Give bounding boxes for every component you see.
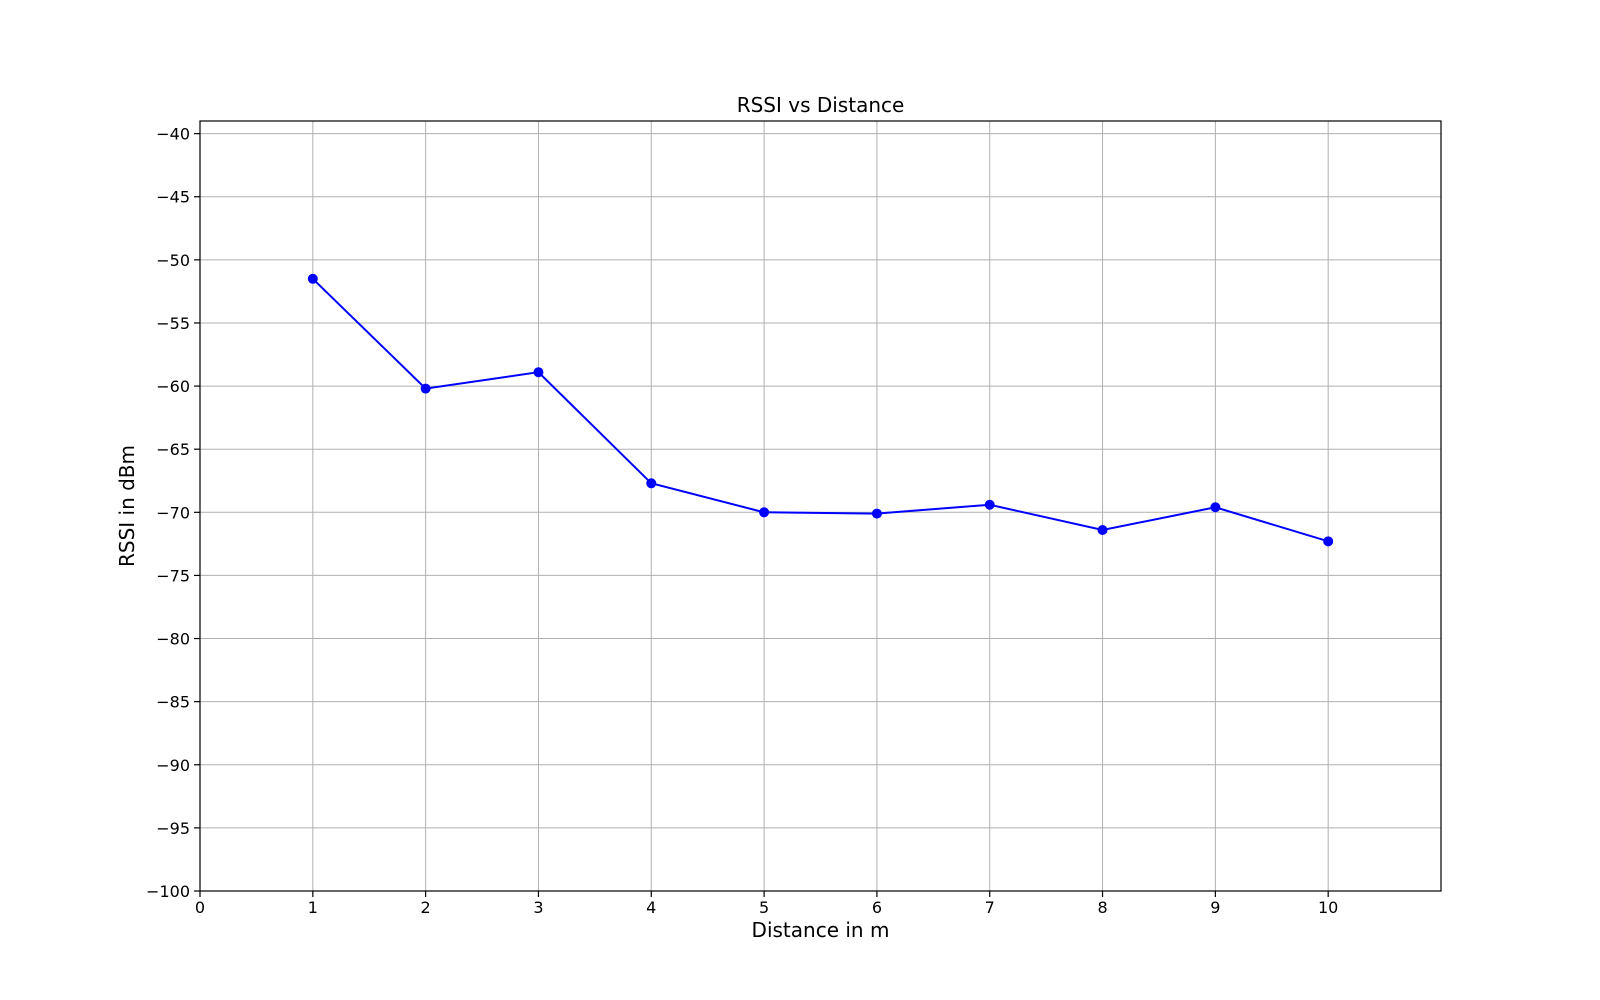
data-point [759,507,770,518]
grid-lines [199,121,1441,892]
y-tick-label: −45 [156,188,190,207]
x-tick-label: 9 [1210,898,1220,917]
y-tick-label: −55 [156,314,190,333]
y-tick-label: −70 [156,503,190,522]
y-axis-label: RSSI in dBm [115,445,139,567]
x-tick-label: 0 [195,898,205,917]
x-tick-label: 3 [533,898,543,917]
data-point [307,273,318,284]
x-axis-ticks: 0 1 2 3 4 5 6 7 8 9 10 [195,891,1338,917]
x-tick-label: 4 [646,898,656,917]
y-axis-ticks: −100 −95 −90 −85 −80 −75 −70 −65 −60 −55 −50 −45 −40 [146,125,200,901]
x-tick-label: 2 [421,898,431,917]
y-tick-label: −90 [156,756,190,775]
data-point [871,508,882,519]
y-tick-label: −95 [156,819,190,838]
data-point [1323,536,1334,547]
y-tick-label: −85 [156,693,190,712]
y-tick-label: −50 [156,251,190,270]
data-point [984,499,995,510]
series-line [312,278,1329,543]
data-point [646,478,657,489]
data-point [533,367,544,378]
series-layer [307,273,1334,547]
x-tick-label: 5 [759,898,769,917]
x-tick-label: 8 [1097,898,1107,917]
y-tick-label: −80 [156,630,190,649]
y-tick-label: −75 [156,566,190,585]
y-tick-label: −100 [146,882,190,901]
x-tick-label: 1 [308,898,318,917]
y-tick-label: −60 [156,377,190,396]
y-tick-label: −65 [156,440,190,459]
plot-frame [199,120,1442,892]
x-axis-label: Distance in m [752,918,890,942]
data-point [1210,502,1221,513]
x-tick-label: 10 [1318,898,1338,917]
y-tick-label: −40 [156,125,190,144]
chart-title: RSSI vs Distance [737,93,905,117]
x-tick-label: 6 [872,898,882,917]
x-tick-label: 7 [985,898,995,917]
data-point [1097,524,1108,535]
data-point [420,383,431,394]
